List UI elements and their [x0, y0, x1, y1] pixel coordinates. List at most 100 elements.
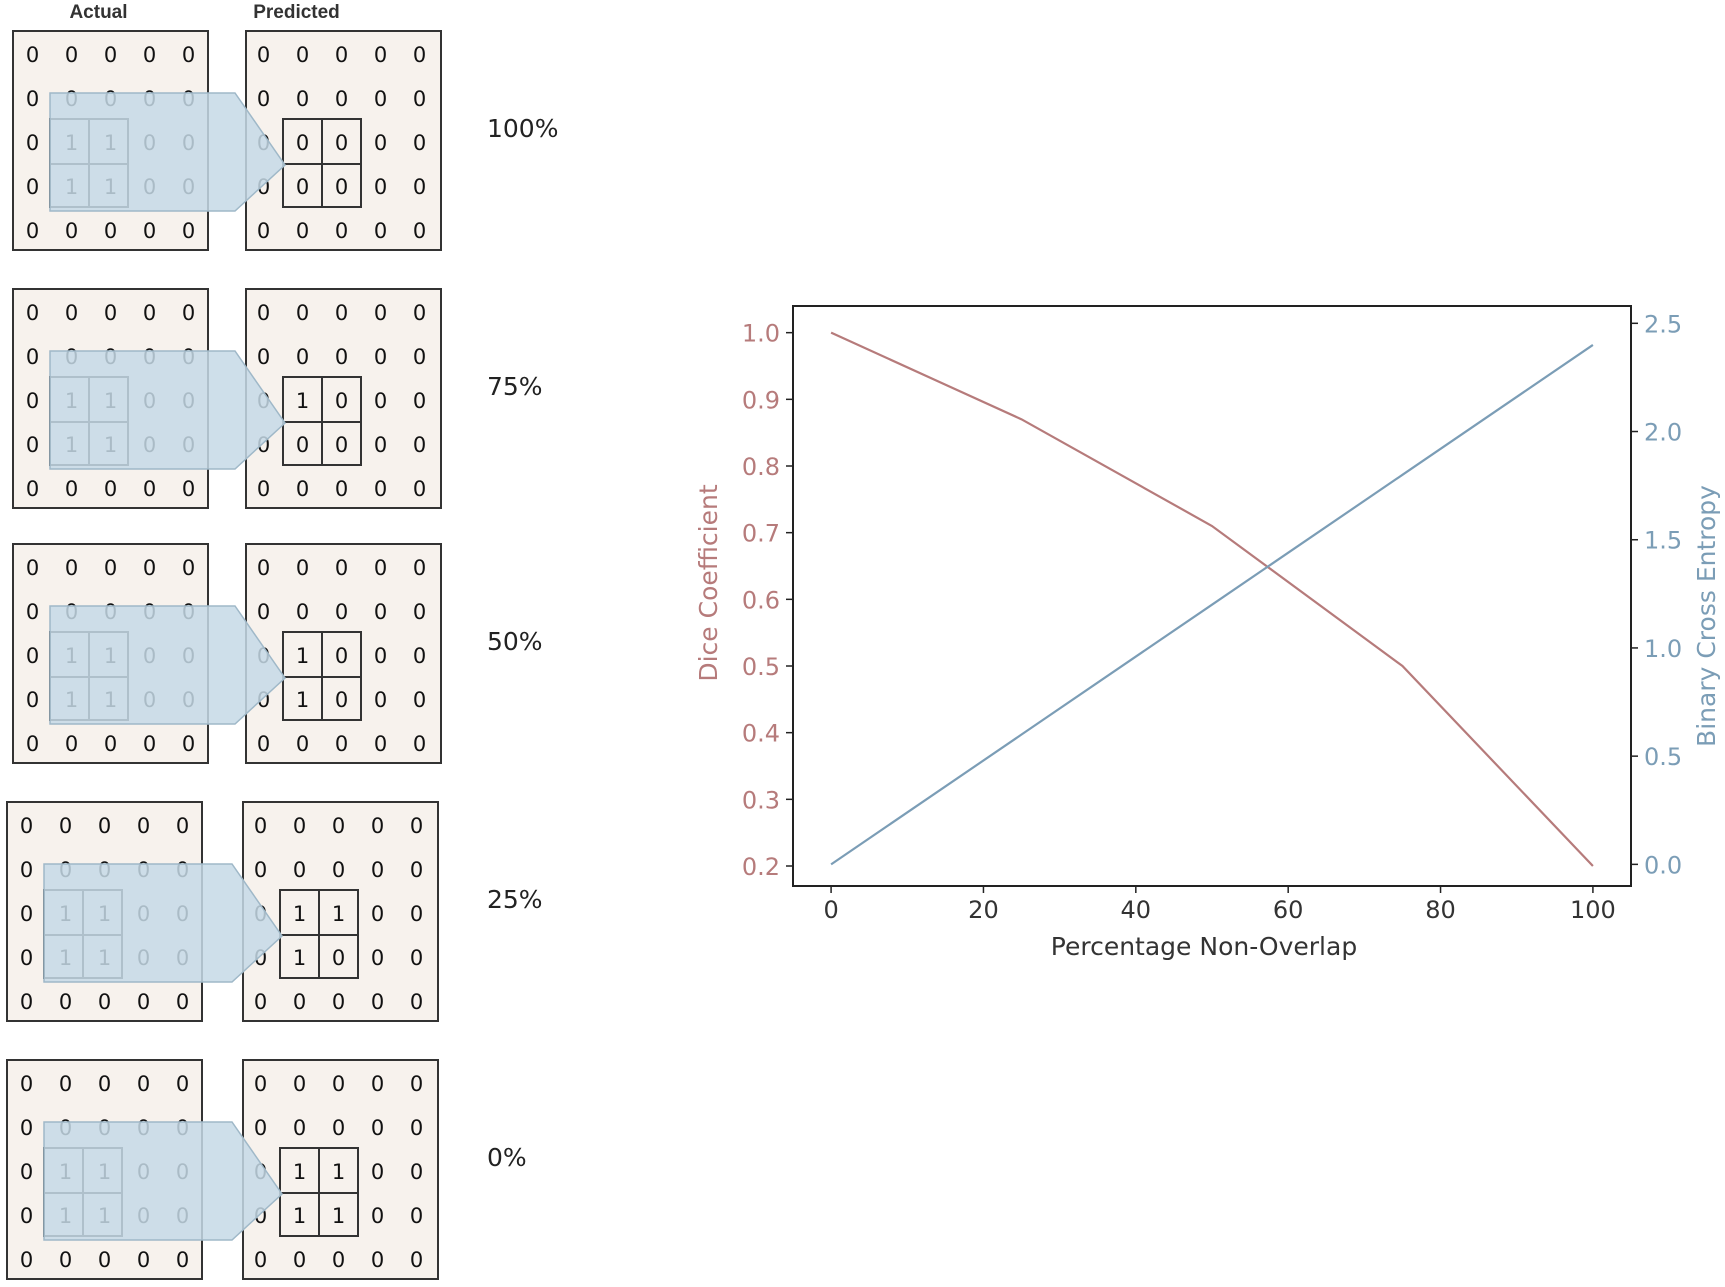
- predicted-cell: 0: [373, 477, 388, 501]
- actual-cell: 0: [136, 814, 151, 838]
- predicted-cell: 0: [412, 131, 427, 155]
- predicted-cell: 0: [370, 1248, 385, 1272]
- actual-cell: 0: [25, 600, 40, 624]
- actual-cell: 0: [103, 477, 118, 501]
- actual-cell: 0: [136, 990, 151, 1014]
- predicted-cell: 0: [409, 1160, 424, 1184]
- y2-axis-label: Binary Cross Entropy: [1692, 485, 1721, 747]
- predicted-cell: 0: [373, 301, 388, 325]
- cell-divider: [282, 421, 362, 423]
- predicted-cell: 1: [331, 1160, 346, 1184]
- actual-cell: 0: [25, 43, 40, 67]
- actual-cell: 0: [181, 301, 196, 325]
- predicted-cell: 0: [334, 556, 349, 580]
- actual-cell: 0: [19, 902, 34, 926]
- actual-cell: 0: [19, 1160, 34, 1184]
- predicted-cell: 0: [295, 477, 310, 501]
- predicted-cell: 1: [331, 902, 346, 926]
- predicted-cell: 0: [412, 433, 427, 457]
- actual-cell: 0: [25, 732, 40, 756]
- actual-cell: 0: [103, 732, 118, 756]
- predicted-cell: 0: [370, 990, 385, 1014]
- predicted-cell: 0: [292, 814, 307, 838]
- actual-cell: 0: [181, 732, 196, 756]
- actual-cell: 0: [64, 43, 79, 67]
- predicted-cell: 0: [292, 990, 307, 1014]
- predicted-cell: 0: [373, 345, 388, 369]
- predicted-cell: 1: [331, 1204, 346, 1228]
- actual-cell: 0: [97, 1248, 112, 1272]
- predicted-cell: 0: [331, 1072, 346, 1096]
- header-actual: Actual: [69, 2, 128, 23]
- predicted-cell: 0: [412, 301, 427, 325]
- predicted-cell: 0: [295, 87, 310, 111]
- predicted-cell: 0: [253, 1072, 268, 1096]
- actual-cell: 0: [58, 1248, 73, 1272]
- predicted-cell: 0: [412, 644, 427, 668]
- predicted-cell: 0: [373, 389, 388, 413]
- predicted-cell: 0: [334, 600, 349, 624]
- actual-cell: 0: [19, 1116, 34, 1140]
- predicted-cell: 1: [292, 946, 307, 970]
- predicted-cell: 0: [292, 1072, 307, 1096]
- predicted-cell: 0: [412, 345, 427, 369]
- y-tick-label: 0.6: [742, 586, 780, 614]
- y-tick-label: 1.0: [742, 320, 780, 348]
- predicted-cell: 0: [295, 600, 310, 624]
- predicted-cell: 1: [295, 644, 310, 668]
- predicted-cell: 0: [370, 1160, 385, 1184]
- actual-cell: 0: [64, 301, 79, 325]
- actual-cell: 0: [103, 301, 118, 325]
- actual-cell: 0: [136, 1248, 151, 1272]
- predicted-cell: 0: [373, 219, 388, 243]
- predicted-cell: 0: [409, 1072, 424, 1096]
- predicted-cell: 0: [253, 814, 268, 838]
- predicted-cell: 0: [373, 131, 388, 155]
- y2-tick-label: 1.5: [1644, 527, 1682, 555]
- predicted-cell: 0: [370, 858, 385, 882]
- actual-cell: 0: [25, 644, 40, 668]
- predicted-cell: 0: [295, 732, 310, 756]
- y-tick-label: 0.4: [742, 720, 780, 748]
- dice-coefficient-line: [830, 331, 1594, 867]
- predicted-cell: 0: [253, 1248, 268, 1272]
- actual-cell: 0: [181, 43, 196, 67]
- predicted-cell: 0: [295, 43, 310, 67]
- cell-divider: [282, 163, 362, 165]
- predicted-cell: 0: [334, 389, 349, 413]
- predicted-cell: 0: [331, 1248, 346, 1272]
- actual-cell: 0: [25, 433, 40, 457]
- predicted-cell: 0: [331, 990, 346, 1014]
- predicted-cell: 0: [412, 219, 427, 243]
- actual-cell: 0: [25, 389, 40, 413]
- predicted-cell: 0: [412, 688, 427, 712]
- predicted-cell: 0: [412, 389, 427, 413]
- actual-cell: 0: [142, 219, 157, 243]
- predicted-cell: 0: [256, 219, 271, 243]
- predicted-cell: 0: [373, 688, 388, 712]
- actual-cell: 0: [64, 732, 79, 756]
- x-tick-label: 0: [823, 896, 838, 924]
- x-tick-label: 40: [1121, 896, 1152, 924]
- actual-cell: 0: [58, 814, 73, 838]
- actual-cell: 0: [25, 175, 40, 199]
- predicted-cell: 0: [409, 814, 424, 838]
- y-tick-label: 0.8: [742, 453, 780, 481]
- predicted-cell: 1: [292, 1160, 307, 1184]
- predicted-cell: 0: [334, 301, 349, 325]
- x-axis-label: Percentage Non-Overlap: [1051, 932, 1357, 961]
- y-tick-label: 0.3: [742, 786, 780, 814]
- predicted-cell: 0: [409, 902, 424, 926]
- predicted-cell: 0: [373, 43, 388, 67]
- predicted-cell: 0: [370, 902, 385, 926]
- predicted-cell: 0: [334, 644, 349, 668]
- predicted-cell: 0: [370, 946, 385, 970]
- predicted-cell: 1: [295, 389, 310, 413]
- predicted-cell: 0: [331, 946, 346, 970]
- predicted-cell: 0: [370, 1116, 385, 1140]
- predicted-cell: 0: [412, 175, 427, 199]
- actual-cell: 0: [175, 814, 190, 838]
- predicted-cell: 0: [370, 1204, 385, 1228]
- predicted-cell: 0: [256, 43, 271, 67]
